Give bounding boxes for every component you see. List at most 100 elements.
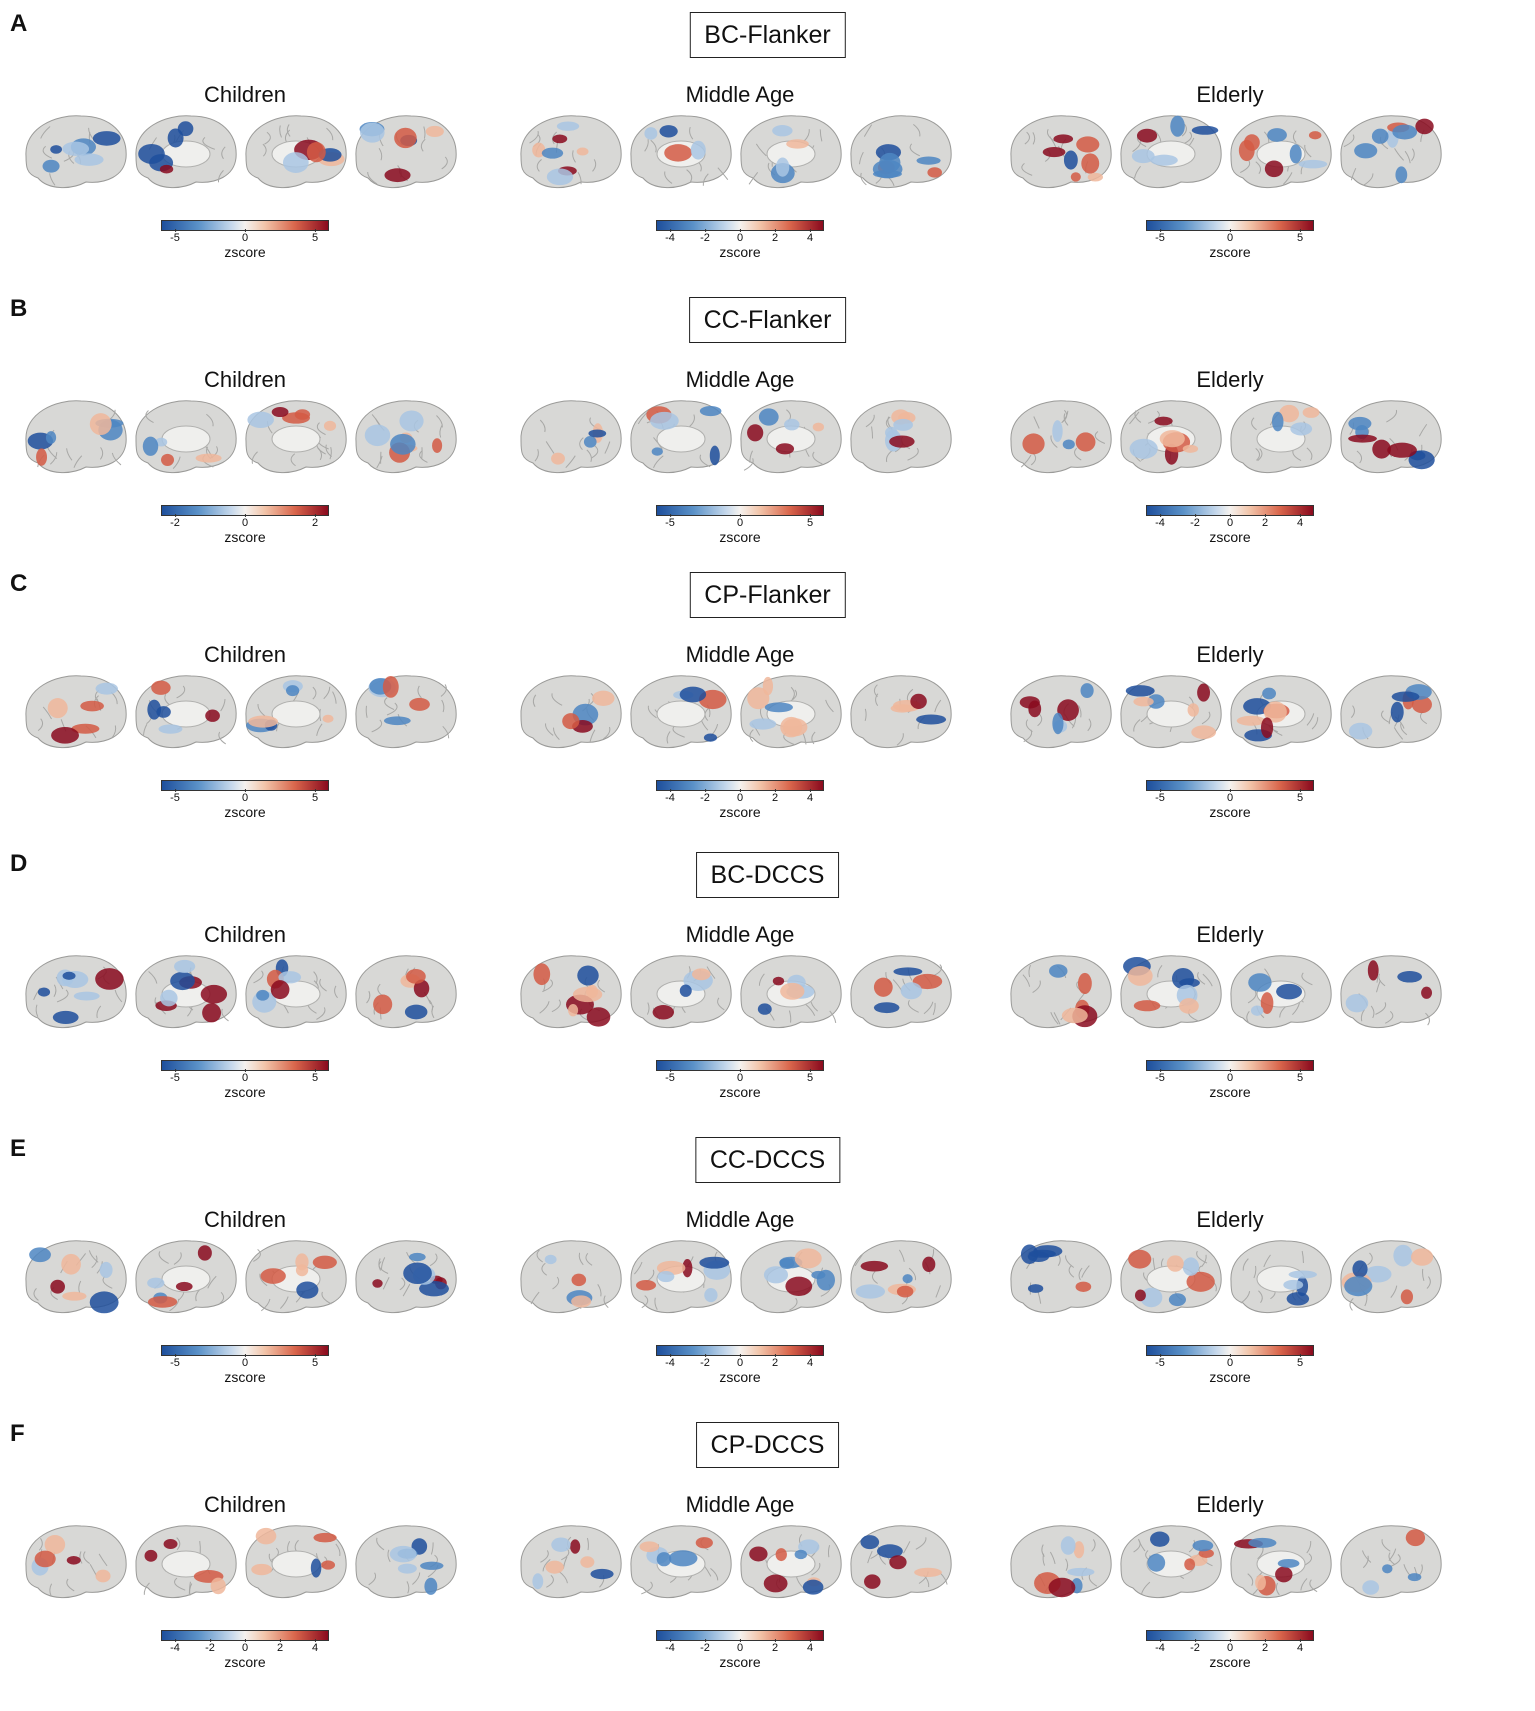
- colorbar: -5 0 5 zscore: [161, 1345, 329, 1405]
- age-group-title: Children: [204, 367, 286, 392]
- brain-views: [18, 1516, 478, 1606]
- brain-lateral-view: [355, 1240, 457, 1313]
- colorbar-tick: 5: [1296, 229, 1304, 244]
- colorbar-tick: -5: [1155, 1354, 1165, 1369]
- brain-lateral-view: [850, 675, 952, 748]
- age-group-panel: Children -5 0 5 zscore: [10, 900, 480, 1120]
- colorbar-tick: 4: [806, 229, 814, 244]
- colorbar: -5 0 5 zscore: [161, 780, 329, 840]
- colorbar-tick: 0: [241, 1639, 249, 1654]
- condition-title: CP-DCCS: [695, 1422, 840, 1468]
- colorbar-tick: 0: [736, 229, 744, 244]
- brain-medial-view: [740, 115, 842, 188]
- age-group-title: Children: [204, 642, 286, 667]
- colorbar-label: zscore: [719, 1084, 761, 1100]
- colorbar-tick: -5: [170, 229, 180, 244]
- brain-lateral-view: [850, 955, 952, 1028]
- brain-lateral-view: [1340, 955, 1442, 1028]
- colorbar-label: zscore: [719, 1654, 761, 1670]
- brain-lateral-view: [25, 955, 127, 1028]
- colorbar-tick: 5: [311, 789, 319, 804]
- age-group-title: Middle Age: [685, 367, 795, 392]
- colorbar: -2 0 2 zscore: [161, 505, 329, 565]
- colorbar-tick: 5: [311, 1354, 319, 1369]
- brain-medial-view: [245, 1240, 347, 1313]
- figure-panel: F CP-DCCS Children -4 -2 0 2 4 zscore Middle Age -…: [0, 1410, 1535, 1700]
- brain-lateral-view: [1010, 1240, 1112, 1313]
- brain-lateral-view: [850, 115, 952, 188]
- brain-medial-view: [135, 1240, 237, 1313]
- brain-lateral-view: [25, 675, 127, 748]
- brain-medial-view: [245, 675, 347, 748]
- brain-lateral-view: [520, 1240, 622, 1313]
- colorbar-gradient: [656, 1630, 824, 1641]
- colorbar: -4 -2 0 2 4 zscore: [656, 220, 824, 280]
- colorbar-tick: -5: [665, 1069, 675, 1084]
- colorbar-tick: 0: [241, 229, 249, 244]
- figure-panel: E CC-DCCS Children -5 0 5 zscore Middle Age -4 -2…: [0, 1125, 1535, 1415]
- colorbar-tick: 4: [311, 1639, 319, 1654]
- condition-title: BC-Flanker: [689, 12, 846, 58]
- colorbar: -4 -2 0 2 4 zscore: [1146, 1630, 1314, 1690]
- age-group-title: Elderly: [1196, 922, 1264, 947]
- colorbar-tick: -5: [1155, 1069, 1165, 1084]
- colorbar-tick: 2: [311, 514, 319, 529]
- age-group-panel: Middle Age -4 -2 0 2 4 zscore: [505, 620, 975, 840]
- colorbar-gradient: [656, 1060, 824, 1071]
- figure-panel: A BC-Flanker Children -5 0 5 zscore Middle Age -…: [0, 0, 1535, 290]
- colorbar-tick: -5: [1155, 789, 1165, 804]
- brain-medial-view: [245, 115, 347, 188]
- brain-lateral-view: [1340, 1240, 1442, 1313]
- colorbar-tick: -4: [665, 229, 675, 244]
- brain-medial-view: [1230, 400, 1332, 473]
- colorbar-tick: -4: [1155, 514, 1165, 529]
- age-group-title: Children: [204, 82, 286, 107]
- brain-lateral-view: [355, 400, 457, 473]
- colorbar: -4 -2 0 2 4 zscore: [656, 1630, 824, 1690]
- brain-medial-view: [740, 400, 842, 473]
- brain-medial-view: [135, 1525, 237, 1598]
- colorbar-tick: -2: [700, 789, 710, 804]
- colorbar-tick: -4: [1155, 1639, 1165, 1654]
- colorbar-label: zscore: [719, 529, 761, 545]
- colorbar-gradient: [656, 220, 824, 231]
- colorbar-gradient: [161, 780, 329, 791]
- colorbar-label: zscore: [719, 244, 761, 260]
- colorbar-tick: 2: [771, 1639, 779, 1654]
- brain-lateral-view: [25, 1525, 127, 1598]
- colorbar-tick: 0: [1226, 1354, 1234, 1369]
- colorbar-label: zscore: [1209, 1654, 1251, 1670]
- brain-medial-view: [1230, 1240, 1332, 1313]
- colorbar: -4 -2 0 2 4 zscore: [656, 780, 824, 840]
- colorbar-tick: 0: [736, 789, 744, 804]
- brain-medial-view: [135, 115, 237, 188]
- colorbar: -5 0 5 zscore: [1146, 1060, 1314, 1120]
- age-group-panel: Middle Age -5 0 5 zscore: [505, 345, 975, 565]
- brain-lateral-view: [520, 400, 622, 473]
- brain-views: [18, 391, 478, 481]
- brain-lateral-view: [520, 1525, 622, 1598]
- colorbar-tick: 2: [771, 1354, 779, 1369]
- age-group-panel: Middle Age -4 -2 0 2 4 zscore: [505, 60, 975, 280]
- brain-views: [513, 391, 973, 481]
- colorbar-tick: 5: [1296, 1354, 1304, 1369]
- age-group-title: Middle Age: [685, 922, 795, 947]
- colorbar: -5 0 5 zscore: [161, 1060, 329, 1120]
- colorbar-gradient: [1146, 505, 1314, 516]
- colorbar-tick: 0: [241, 789, 249, 804]
- brain-medial-view: [740, 1240, 842, 1313]
- colorbar-tick: -4: [665, 789, 675, 804]
- brain-medial-view: [630, 675, 732, 748]
- colorbar-tick: -5: [1155, 229, 1165, 244]
- colorbar-tick: 4: [806, 789, 814, 804]
- brain-lateral-view: [25, 1240, 127, 1314]
- age-group-panel: Children -5 0 5 zscore: [10, 1185, 480, 1405]
- colorbar-label: zscore: [1209, 1369, 1251, 1385]
- colorbar-tick: 2: [276, 1639, 284, 1654]
- colorbar-tick: 0: [241, 514, 249, 529]
- age-group-panel: Children -5 0 5 zscore: [10, 620, 480, 840]
- brain-lateral-view: [1010, 955, 1112, 1028]
- colorbar-label: zscore: [1209, 804, 1251, 820]
- brain-lateral-view: [355, 675, 457, 748]
- colorbar-gradient: [1146, 1630, 1314, 1641]
